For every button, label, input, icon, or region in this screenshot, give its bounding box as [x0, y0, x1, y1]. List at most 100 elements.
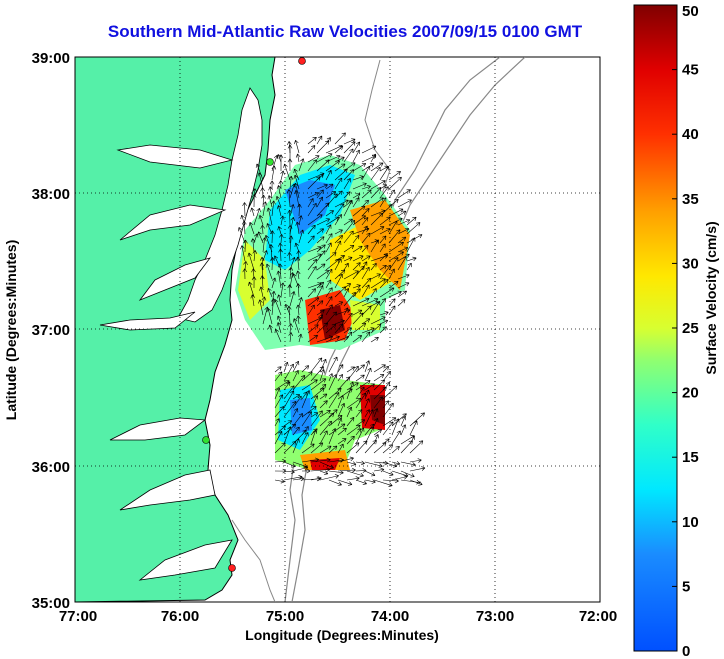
velocity-arrow	[361, 277, 372, 289]
velocity-arrow	[257, 231, 264, 244]
y-axis: 39:00 38:00 37:00 36:00 35:00 Latitude (…	[3, 50, 70, 612]
velocity-arrow	[355, 419, 366, 427]
velocity-arrow	[316, 281, 325, 289]
velocity-arrow	[310, 467, 331, 472]
velocity-arrow	[316, 309, 325, 316]
velocity-arrow	[283, 163, 291, 181]
velocity-arrow	[355, 479, 367, 485]
velocity-arrow	[388, 280, 399, 289]
velocity-arrow	[373, 364, 386, 373]
velocity-arrow	[301, 406, 317, 418]
velocity-arrow	[288, 266, 294, 280]
velocity-arrow	[400, 479, 421, 485]
velocity-arrow	[325, 268, 333, 280]
y-tick-label: 37:00	[32, 322, 70, 339]
velocity-arrow	[298, 215, 303, 226]
velocity-arrow	[325, 216, 340, 226]
velocity-arrow	[298, 297, 303, 307]
velocity-arrow	[379, 235, 387, 244]
velocity-arrow	[352, 284, 361, 289]
velocity-arrow	[325, 252, 337, 262]
velocity-arrow	[292, 465, 309, 472]
velocity-arrow	[328, 356, 338, 373]
velocity-arrow	[343, 331, 353, 343]
bay-tributary-2	[119, 204, 227, 241]
bay-tributary-1	[116, 144, 234, 169]
velocity-arrow	[379, 298, 386, 307]
velocity-arrow	[352, 234, 360, 244]
colorbar-tick-label: 50	[682, 3, 699, 20]
velocity-arrow	[388, 176, 402, 190]
velocity-arrow	[361, 208, 370, 217]
velocity-arrow	[316, 263, 326, 271]
colorbar-tick-label: 35	[682, 191, 699, 208]
velocity-arrow	[397, 189, 411, 199]
velocity-arrow	[307, 202, 317, 217]
velocity-arrow	[391, 430, 401, 445]
velocity-arrow	[325, 169, 332, 181]
velocity-arrow	[370, 153, 376, 163]
velocity-field-north	[235, 155, 410, 350]
velocity-arrow	[343, 262, 349, 271]
velocity-arrow	[382, 461, 398, 468]
velocity-arrow	[310, 378, 327, 391]
velocity-arrow	[352, 149, 360, 163]
velocity-arrow	[295, 221, 300, 235]
velocity-arrow	[310, 457, 331, 463]
velocity-arrow	[276, 322, 282, 334]
velocity-arrow	[319, 393, 328, 400]
velocity-arrow	[406, 222, 421, 235]
velocity-arrow	[307, 155, 320, 163]
velocity-arrow	[337, 374, 343, 382]
velocity-arrow	[307, 136, 317, 145]
velocity-arrow	[296, 315, 301, 325]
velocity-arrow	[364, 383, 375, 391]
velocity-arrow	[355, 460, 365, 466]
velocity-arrow	[328, 445, 338, 454]
velocity-arrow	[287, 209, 292, 226]
velocity-arrow	[361, 331, 371, 343]
y-tick-label: 38:00	[32, 186, 70, 203]
velocity-arrow	[258, 299, 264, 316]
velocity-arrow	[346, 397, 362, 409]
velocity-arrow	[307, 324, 319, 334]
velocity-arrow	[355, 380, 371, 391]
velocity-arrow	[361, 266, 370, 280]
velocity-arrow	[319, 358, 327, 373]
velocity-arrow	[286, 189, 292, 208]
velocity-arrow	[301, 371, 313, 382]
velocity-arrow	[361, 284, 370, 298]
velocity-arrow	[276, 270, 282, 289]
velocity-arrow	[283, 423, 297, 436]
velocity-arrow	[260, 275, 265, 289]
velocity-arrow	[242, 268, 248, 280]
velocity-arrow	[361, 305, 372, 316]
velocity-arrow	[268, 186, 273, 199]
velocity-arrow	[269, 180, 275, 190]
velocity-arrow	[355, 374, 365, 382]
colorbar-tick-label: 15	[682, 449, 699, 466]
velocity-arrow	[391, 445, 400, 454]
velocity-arrow	[293, 182, 300, 199]
velocity-arrow	[382, 385, 398, 400]
velocity-arrow	[310, 429, 317, 445]
velocity-arrow	[273, 299, 282, 316]
colorbar-tick-label: 0	[682, 643, 690, 659]
velocity-arrow	[316, 236, 325, 244]
velocity-arrow	[346, 435, 355, 445]
velocity-arrow	[379, 197, 387, 208]
velocity-arrow	[370, 180, 386, 190]
velocity-arrow	[352, 335, 362, 343]
velocity-arrow	[334, 229, 343, 235]
velocity-arrow	[382, 382, 391, 391]
velocity-arrow	[343, 327, 352, 334]
velocity-arrow	[382, 470, 394, 476]
hf-radar-stations	[202, 57, 306, 572]
velocity-arrow	[334, 132, 346, 145]
velocity-arrow	[252, 250, 258, 262]
velocity-arrow	[274, 328, 282, 343]
velocity-arrow	[400, 470, 415, 478]
velocity-arrow	[307, 198, 314, 208]
velocity-arrow	[397, 210, 407, 217]
velocity-arrow	[250, 294, 256, 307]
